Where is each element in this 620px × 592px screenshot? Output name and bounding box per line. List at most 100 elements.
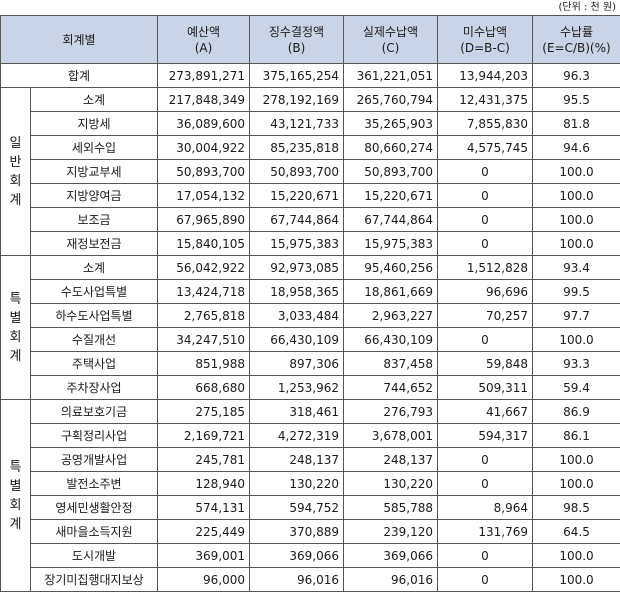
row-unpaid: 0 [438,472,533,496]
total-collection: 375,165,254 [250,64,344,88]
group-label-char: 반 [5,153,26,172]
row-actual: 3,678,001 [344,424,438,448]
total-row: 합계 273,891,271 375,165,254 361,221,051 1… [1,64,620,88]
group-label-char: 회 [5,496,26,515]
row-name: 보조금 [31,208,158,232]
row-name: 수질개선 [31,328,158,352]
row-rate: 100.0 [533,568,620,592]
row-rate: 86.9 [533,400,620,424]
row-unpaid: 59,848 [438,352,533,376]
group-label-char: 일 [5,134,26,153]
row-actual: 66,430,109 [344,328,438,352]
total-budget: 273,891,271 [158,64,250,88]
row-collection: 370,889 [250,520,344,544]
row-rate: 93.3 [533,352,620,376]
row-budget: 217,848,349 [158,88,250,112]
row-budget: 851,988 [158,352,250,376]
row-name: 공영개발사업 [31,448,158,472]
row-collection: 278,192,169 [250,88,344,112]
row-unpaid: 0 [438,160,533,184]
row-rate: 59.4 [533,376,620,400]
row-budget: 56,042,922 [158,256,250,280]
row-budget: 96,000 [158,568,250,592]
row-collection: 96,016 [250,568,344,592]
header-budget: 예산액(A) [158,16,250,64]
row-actual: 130,220 [344,472,438,496]
row-unpaid: 0 [438,184,533,208]
group-label-char: 회 [5,328,26,347]
row-budget: 574,131 [158,496,250,520]
row-name: 소계 [31,88,158,112]
row-actual: 239,120 [344,520,438,544]
row-rate: 99.5 [533,280,620,304]
row-name: 지방양여금 [31,184,158,208]
row-rate: 94.6 [533,136,620,160]
row-budget: 34,247,510 [158,328,250,352]
row-rate: 93.4 [533,256,620,280]
group-label-char: 별 [5,477,26,496]
row-unpaid: 0 [438,208,533,232]
row-collection: 18,958,365 [250,280,344,304]
row-rate: 100.0 [533,472,620,496]
row-actual: 837,458 [344,352,438,376]
row-rate: 86.1 [533,424,620,448]
row-name: 의료보호기금 [31,400,158,424]
row-actual: 67,744,864 [344,208,438,232]
total-actual: 361,221,051 [344,64,438,88]
row-unpaid: 0 [438,328,533,352]
row-collection: 50,893,700 [250,160,344,184]
header-unpaid: 미수납액(D=B-C) [438,16,533,64]
row-rate: 81.8 [533,112,620,136]
row-actual: 2,963,227 [344,304,438,328]
row-name: 발전소주변 [31,472,158,496]
row-collection: 369,066 [250,544,344,568]
group-label-char: 계 [5,347,26,366]
unit-note: (단위 : 천 원) [558,0,616,15]
row-actual: 80,660,274 [344,136,438,160]
row-name: 세외수입 [31,136,158,160]
row-collection: 3,033,484 [250,304,344,328]
row-actual: 50,893,700 [344,160,438,184]
row-name: 지방세 [31,112,158,136]
header-actual: 실제수납액(C) [344,16,438,64]
row-name: 새마을소득지원 [31,520,158,544]
row-rate: 100.0 [533,184,620,208]
row-collection: 85,235,818 [250,136,344,160]
row-collection: 4,272,319 [250,424,344,448]
row-budget: 36,089,600 [158,112,250,136]
row-unpaid: 7,855,830 [438,112,533,136]
row-unpaid: 0 [438,568,533,592]
row-collection: 15,220,671 [250,184,344,208]
revenue-table: 회계별 예산액(A) 징수결정액(B) 실제수납액(C) 미수납액(D=B-C)… [0,15,620,592]
row-unpaid: 0 [438,232,533,256]
row-budget: 128,940 [158,472,250,496]
row-actual: 265,760,794 [344,88,438,112]
row-name: 수도사업특별 [31,280,158,304]
header-category: 회계별 [1,16,158,64]
row-actual: 15,220,671 [344,184,438,208]
row-unpaid: 0 [438,448,533,472]
row-collection: 318,461 [250,400,344,424]
row-rate: 100.0 [533,544,620,568]
row-actual: 744,652 [344,376,438,400]
row-budget: 245,781 [158,448,250,472]
row-unpaid: 1,512,828 [438,256,533,280]
row-collection: 66,430,109 [250,328,344,352]
row-budget: 225,449 [158,520,250,544]
row-collection: 43,121,733 [250,112,344,136]
row-name: 영세민생활안정 [31,496,158,520]
row-rate: 100.0 [533,448,620,472]
group-label-char: 계 [5,191,26,210]
